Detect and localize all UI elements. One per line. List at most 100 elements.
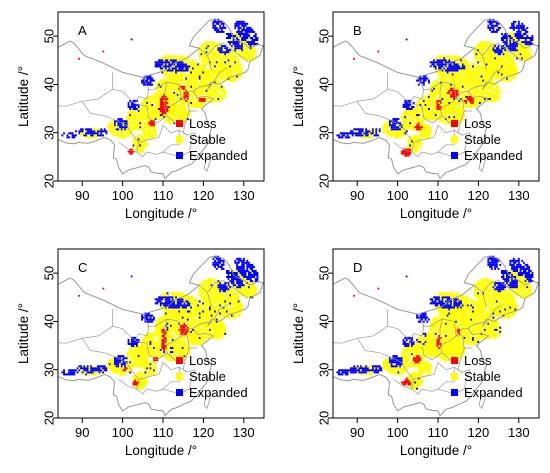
stable-cell — [492, 97, 495, 100]
stable-cell — [130, 363, 133, 366]
stable-cell — [170, 112, 172, 114]
stable-cell — [372, 134, 374, 137]
expanded-cell — [90, 134, 93, 137]
expanded-cell — [526, 41, 529, 44]
stable-cell — [132, 114, 135, 117]
stable-cell — [180, 106, 182, 108]
stable-cell — [144, 99, 147, 102]
stable-cell — [117, 130, 120, 133]
expanded-cell — [448, 69, 451, 72]
stable-cell — [248, 39, 250, 41]
stable-cell — [443, 69, 446, 72]
stable-cell — [429, 132, 432, 135]
stable-cell — [438, 57, 441, 60]
stable-cell — [472, 75, 474, 78]
stable-cell — [153, 114, 155, 117]
expanded-cell — [394, 126, 396, 129]
stable-cell — [451, 106, 454, 108]
stable-cell — [144, 353, 147, 356]
expanded-cell — [220, 51, 223, 54]
stable-cell — [439, 112, 442, 114]
stable-cell — [458, 110, 461, 112]
expanded-cell — [83, 134, 86, 137]
stable-cell — [465, 103, 468, 106]
stable-cell — [144, 130, 147, 133]
expanded-cell — [489, 28, 491, 31]
stable-cell — [239, 73, 242, 76]
stable-cell — [421, 142, 424, 145]
stable-cell — [181, 118, 184, 121]
stable-cell — [502, 63, 505, 66]
expanded-cell — [166, 304, 169, 307]
expanded-cell — [134, 340, 137, 343]
stable-cell — [458, 91, 461, 94]
expanded-cell — [120, 126, 123, 129]
stable-cell — [147, 334, 150, 337]
stable-cell — [490, 81, 493, 84]
stable-cell — [450, 97, 452, 100]
stable-cell — [195, 97, 198, 100]
stable-cell — [217, 85, 220, 88]
stable-cell — [220, 75, 223, 78]
stable-cell — [482, 71, 485, 74]
expanded-cell — [98, 130, 101, 133]
stable-cell — [519, 51, 522, 54]
stable-cell — [108, 367, 111, 370]
expanded-cell — [509, 37, 512, 39]
expanded-cell — [253, 39, 255, 41]
outlier-cell — [377, 50, 380, 53]
stable-cell — [146, 99, 149, 102]
stable-cell — [139, 359, 142, 362]
stable-cell — [137, 136, 140, 139]
stable-cell — [472, 93, 474, 96]
expanded-cell — [88, 371, 91, 374]
expanded-cell — [509, 41, 512, 44]
stable-cell — [147, 365, 150, 368]
stable-cell — [458, 103, 461, 106]
stable-cell — [110, 124, 113, 127]
stable-cell — [197, 85, 199, 88]
stable-cell — [139, 116, 142, 119]
expanded-cell — [428, 108, 430, 110]
expanded-cell — [144, 320, 147, 323]
loss-cell — [164, 112, 167, 114]
loss-cell — [136, 383, 138, 386]
stable-cell — [142, 99, 145, 102]
stable-cell — [142, 367, 145, 370]
stable-cell — [528, 55, 530, 58]
stable-cell — [441, 108, 444, 110]
expanded-cell — [220, 22, 223, 25]
stable-cell — [460, 116, 463, 119]
stable-cell — [478, 73, 481, 76]
stable-cell — [455, 112, 457, 114]
expanded-cell — [75, 130, 77, 133]
stable-cell — [173, 87, 176, 90]
stable-cell — [428, 130, 430, 133]
stable-cell — [151, 355, 154, 358]
stable-cell — [197, 93, 199, 96]
stable-cell — [139, 379, 142, 382]
stable-cell — [132, 363, 135, 366]
stable-cell — [141, 363, 143, 366]
loss-cell — [129, 148, 132, 151]
stable-cell — [458, 61, 461, 64]
stable-cell — [139, 373, 142, 376]
stable-cell — [443, 108, 446, 110]
stable-cell — [192, 75, 194, 78]
expanded-cell — [164, 302, 167, 305]
stable-cell — [421, 128, 424, 131]
stable-cell — [178, 57, 181, 60]
stable-cell — [514, 63, 517, 66]
stable-cell — [434, 83, 437, 86]
stable-cell — [168, 97, 171, 100]
stable-cell — [193, 63, 196, 66]
expanded-cell — [492, 24, 495, 27]
stable-cell — [144, 347, 147, 349]
stable-cell — [146, 353, 149, 356]
stable-cell — [158, 340, 160, 343]
stable-cell — [460, 79, 463, 82]
stable-cell — [227, 65, 230, 68]
stable-cell — [173, 103, 176, 106]
loss-cell — [438, 99, 441, 102]
